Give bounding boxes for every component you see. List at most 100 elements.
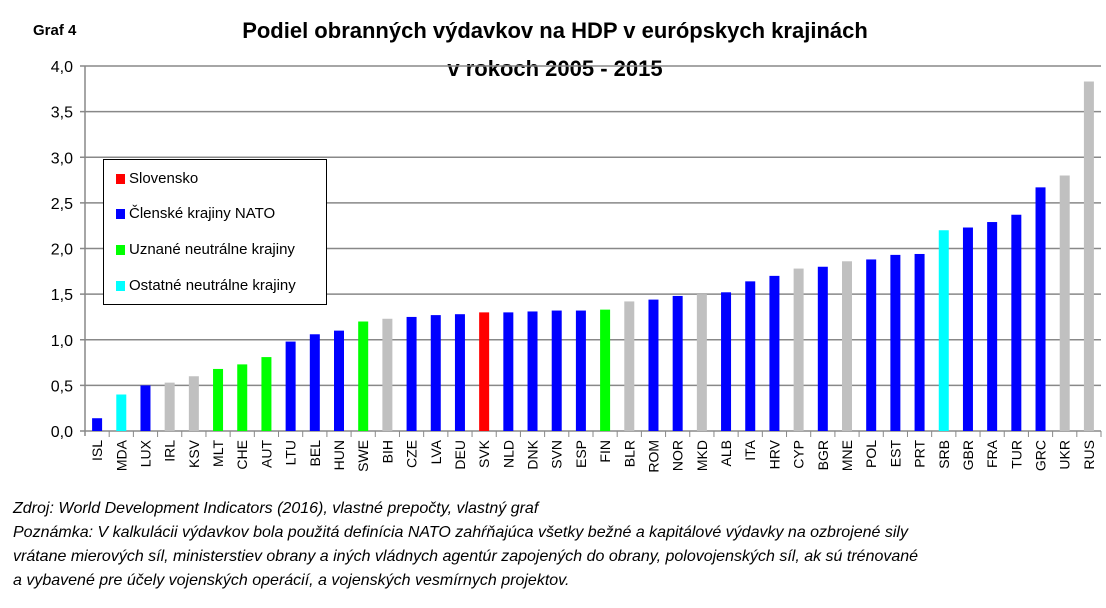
x-tick-label: KSV [186,439,202,468]
bar-rom [648,299,659,431]
x-tick-label: CHE [234,440,250,470]
legend-label: Členské krajiny NATO [129,205,276,222]
legend-swatch [116,173,125,184]
bar-isl [92,418,103,431]
x-tick-label: SRB [936,440,952,469]
legend-item: Členské krajiny NATO [116,205,275,222]
bar-lva [430,315,441,431]
bar-mlt [213,368,224,431]
x-tick-label: ISL [89,440,105,461]
legend-label: Slovensko [129,170,199,187]
y-tick-label: 0,0 [51,424,73,441]
x-tick-label: LVA [428,439,444,464]
bar-fra [987,222,998,431]
legend-swatch [116,208,125,219]
bar-gbr [962,227,973,431]
bar-aut [261,357,272,431]
x-tick-label: MNE [839,440,855,471]
chart-subtitle: v rokoch 2005 - 2015 [447,56,663,81]
bar-grc [1035,187,1046,431]
x-tick-label: MDA [113,439,129,471]
x-tick-label: DNK [525,439,541,469]
x-tick-label: DEU [452,440,468,470]
x-tick-label: NLD [500,440,516,468]
bar-deu [454,314,465,431]
x-tick-label: MLT [210,440,226,467]
bar-lux [140,385,151,431]
bar-mda [116,394,127,431]
chart-label: Graf 4 [33,22,77,39]
bar-hun [334,330,344,431]
legend-swatch [116,244,125,255]
bar-nld [503,312,514,431]
bar-rus [1083,81,1094,431]
x-tick-label: UKR [1057,440,1073,470]
bar-bgr [817,266,828,431]
note-line: Poznámka: V kalkulácii výdavkov bola pou… [13,524,908,541]
bar-prt [914,253,925,431]
x-tick-label: AUT [258,440,274,468]
bar-nor [672,295,683,431]
x-tick-label: BLR [621,440,637,467]
x-tick-label: BGR [815,440,831,470]
legend: Slovensko Členské krajiny NATO Uznané ne… [103,159,327,305]
x-tick-label: HRV [766,439,782,469]
y-tick-label: 1,0 [51,333,73,350]
bar-ita [745,281,756,431]
bar-che [237,364,248,431]
legend-item: Ostatné neutrálne krajiny [116,277,296,294]
bar-alb [721,292,732,431]
x-tick-label: CYP [791,440,807,469]
bar-mkd [696,294,707,431]
x-tick-label: SVN [549,440,565,469]
note-line: vrátane mierových síl, ministerstiev obr… [13,548,919,565]
y-tick-label: 2,0 [51,242,73,259]
bar-ltu [285,341,296,431]
bar-blr [624,301,635,431]
legend-item: Uznané neutrálne krajiny [116,241,295,258]
x-tick-label: NOR [670,440,686,471]
x-tick-label: SVK [476,439,492,468]
bar-bel [309,334,320,431]
x-tick-label: PRT [912,440,928,468]
bar-ukr [1059,175,1070,431]
bar-esp [575,310,586,431]
x-tick-label: RUS [1081,440,1097,470]
bar-pol [866,259,877,431]
chart-title: Podiel obranných výdavkov na HDP v európ… [242,18,868,43]
bar-irl [164,382,175,431]
bar-fin [600,309,611,431]
x-tick-label: IRL [162,440,178,462]
bar-chart: 0,0 0,5 1,0 1,5 2,0 2,5 3,0 3,5 4,0 ISL MDA LUX IRL K… [51,59,1102,473]
x-tick-label: ALB [718,440,734,466]
x-tick-label: MKD [694,440,710,471]
bar-bih [382,318,393,431]
legend-label: Uznané neutrálne krajiny [129,241,295,258]
y-tick-label: 4,0 [51,59,73,76]
bar-cyp [793,268,804,431]
bar-ksv [188,376,199,431]
x-tick-label: POL [863,440,879,468]
x-tick-label: BIH [379,440,395,463]
x-tick-label: ITA [742,439,758,460]
x-tick-label: ROM [645,440,661,473]
x-tick-label: HUN [331,440,347,470]
bar-cze [406,316,417,431]
legend-swatch [116,280,125,291]
y-tick-label: 1,5 [51,287,73,304]
x-tick-label: TUR [1008,440,1024,469]
bar-svk [479,312,490,431]
bar-mne [842,261,852,431]
x-tick-label: BEL [307,440,323,467]
bar-svn [551,310,562,431]
bar-dnk [527,311,538,431]
bar-est [890,254,901,431]
x-tick-label: FIN [597,440,613,463]
legend-label: Ostatné neutrálne krajiny [129,277,296,294]
y-tick-label: 0,5 [51,378,73,395]
x-tick-label: GBR [960,440,976,470]
x-tick-label: LUX [137,439,153,467]
bar-hrv [769,275,780,431]
y-tick-label: 3,0 [51,150,73,167]
x-tick-label: LTU [283,440,299,465]
